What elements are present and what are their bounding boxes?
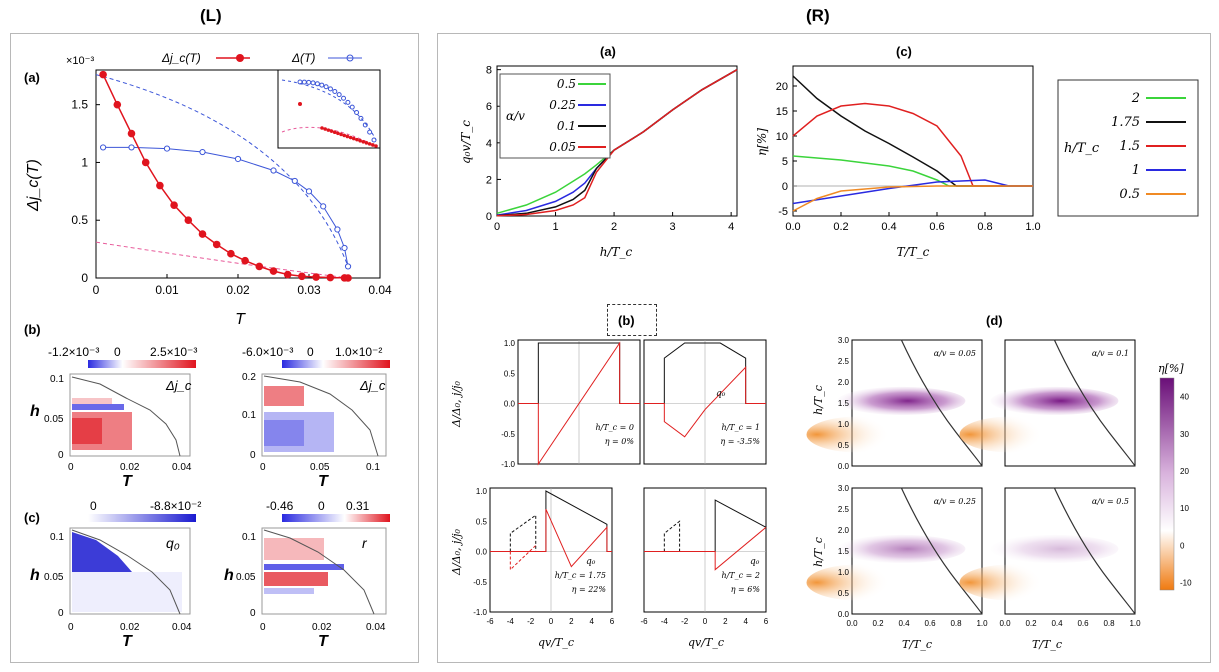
left-b-label: (b) xyxy=(24,322,41,337)
right-panel xyxy=(437,33,1211,663)
right-c-label: (c) xyxy=(896,44,912,59)
right-b-label-box xyxy=(607,304,657,336)
left-title: (L) xyxy=(200,6,222,25)
left-panel xyxy=(10,33,419,663)
right-a-label: (a) xyxy=(600,44,616,59)
right-d-label: (d) xyxy=(986,313,1003,328)
left-c-label: (c) xyxy=(24,510,40,525)
right-b-label: (b) xyxy=(618,313,635,328)
left-a-label: (a) xyxy=(24,70,40,85)
right-title: (R) xyxy=(806,6,830,25)
